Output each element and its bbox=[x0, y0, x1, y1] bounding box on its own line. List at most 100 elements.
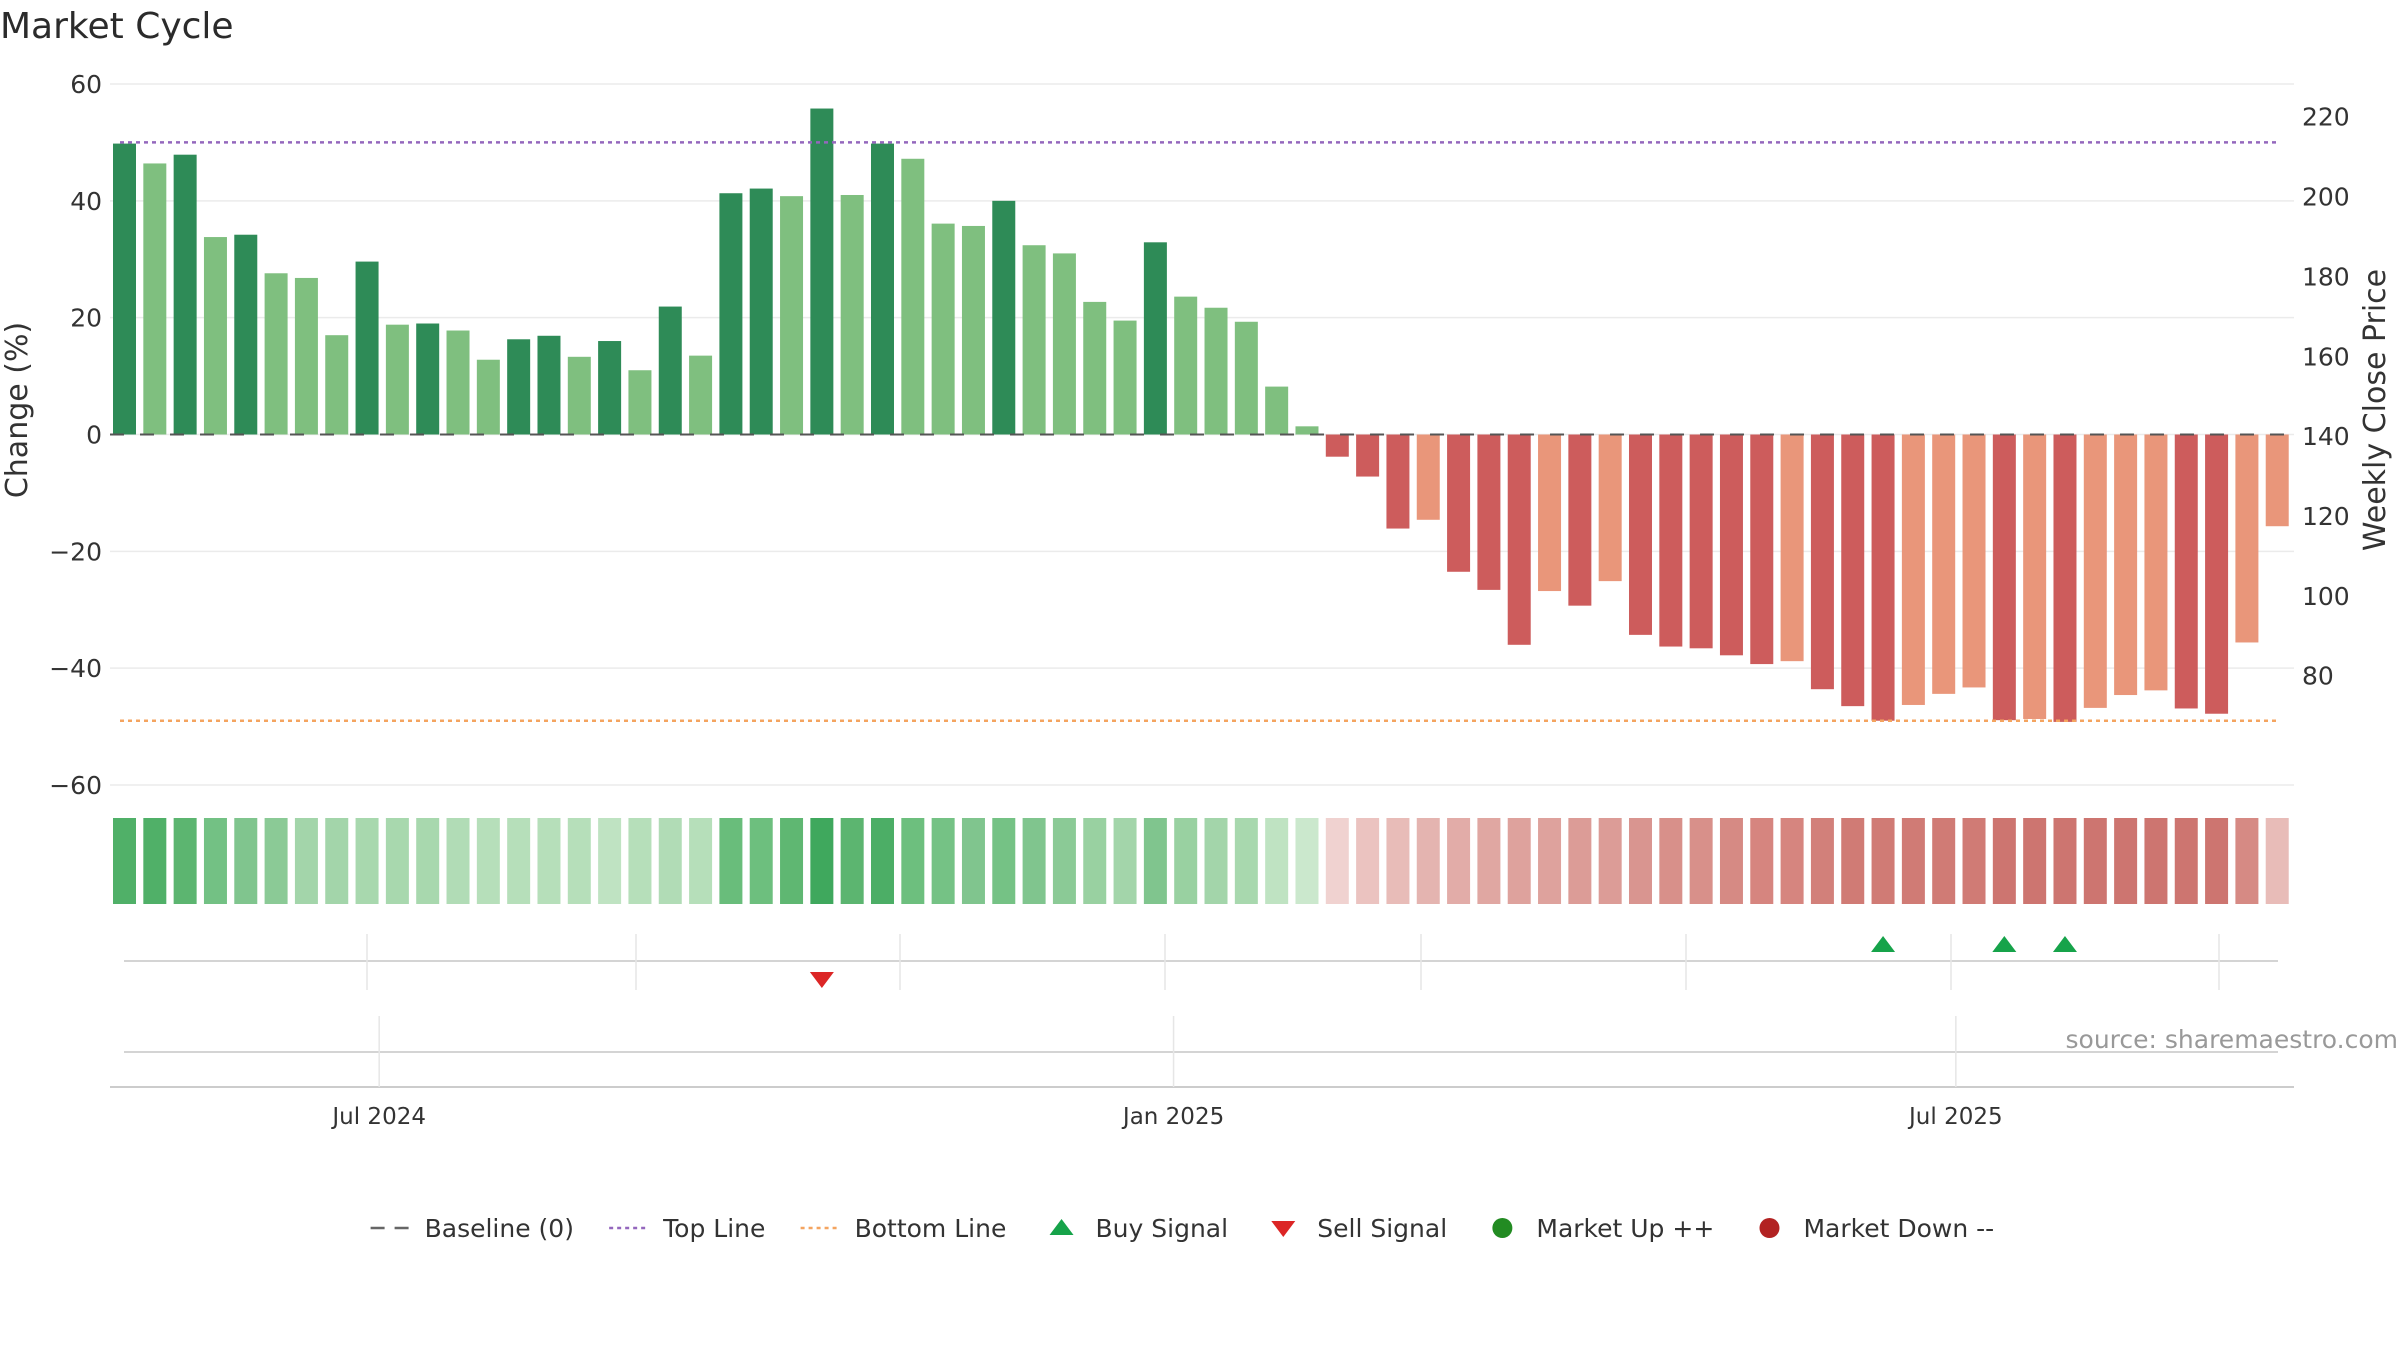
strip-cell bbox=[2114, 818, 2138, 904]
strip-cell bbox=[1083, 818, 1107, 904]
bar bbox=[294, 277, 318, 435]
strip-cell bbox=[931, 818, 955, 904]
strip-cell bbox=[355, 818, 379, 904]
x-tick-label: Jan 2025 bbox=[1121, 1104, 1224, 1130]
strip-cell bbox=[658, 818, 682, 904]
strip-cell bbox=[598, 818, 622, 904]
y-axis-left: 60 40 20 0 −20 −40 −60 bbox=[49, 70, 102, 800]
bar bbox=[992, 200, 1016, 435]
strip-cell bbox=[719, 818, 743, 904]
strip-cell bbox=[1022, 818, 1046, 904]
bar bbox=[840, 194, 864, 435]
bar bbox=[1598, 434, 1622, 582]
bar bbox=[2174, 434, 2198, 709]
strip-cell bbox=[901, 818, 925, 904]
strip-cell bbox=[1841, 818, 1865, 904]
bar bbox=[2083, 434, 2107, 708]
bar bbox=[2265, 434, 2289, 527]
strip-cell bbox=[325, 818, 349, 904]
strip-cell bbox=[628, 818, 652, 904]
strip-cell bbox=[173, 818, 197, 904]
bar bbox=[1780, 434, 1804, 662]
strip-cell bbox=[1659, 818, 1683, 904]
bar bbox=[871, 143, 894, 435]
bar bbox=[1325, 434, 1349, 457]
legend-label: Market Down -- bbox=[1803, 1214, 1994, 1243]
strip-cell bbox=[1719, 818, 1743, 904]
strip-cell bbox=[1143, 818, 1167, 904]
bar bbox=[1538, 434, 1562, 592]
bar bbox=[2235, 434, 2259, 643]
strip-cell bbox=[1265, 818, 1289, 904]
legend-item: Top Line bbox=[609, 1214, 765, 1243]
strip-cell bbox=[143, 818, 167, 904]
strip-cell bbox=[1629, 818, 1652, 904]
strip-cell bbox=[810, 818, 834, 904]
bar bbox=[1719, 434, 1743, 656]
bar bbox=[2114, 434, 2138, 696]
bar bbox=[1083, 301, 1107, 435]
strip-cell bbox=[1356, 818, 1380, 904]
strip-cell bbox=[1962, 818, 1986, 904]
bar bbox=[658, 306, 682, 435]
bar bbox=[598, 341, 622, 435]
bar bbox=[1507, 434, 1531, 645]
bar bbox=[567, 356, 591, 435]
strip-cell bbox=[264, 818, 288, 904]
bar bbox=[1022, 245, 1046, 435]
bar bbox=[2053, 434, 2077, 722]
legend-item: Buy Signal bbox=[1049, 1214, 1229, 1243]
strip-cell bbox=[2083, 818, 2107, 904]
bar bbox=[507, 339, 531, 435]
sell-signal-marker bbox=[809, 972, 834, 988]
legend-item: Sell Signal bbox=[1271, 1214, 1447, 1243]
buy-signal-marker bbox=[2052, 936, 2077, 952]
strip-cell bbox=[1538, 818, 1562, 904]
buy-signal-marker bbox=[1871, 936, 1896, 952]
strip-cell bbox=[1871, 818, 1895, 904]
y2-tick-label: 160 bbox=[2302, 342, 2350, 371]
bar bbox=[355, 261, 379, 435]
legend-item: Bottom Line bbox=[800, 1214, 1007, 1243]
bar bbox=[113, 143, 136, 435]
bars-layer bbox=[113, 108, 2289, 722]
strip-cell bbox=[1295, 818, 1319, 904]
strip-cell bbox=[2265, 818, 2289, 904]
reference-lines bbox=[110, 141, 2294, 722]
strip-cell bbox=[1780, 818, 1804, 904]
y2-tick-label: 200 bbox=[2302, 183, 2350, 212]
strip-cell bbox=[1477, 818, 1501, 904]
bar bbox=[2205, 434, 2229, 714]
strip-cell bbox=[1901, 818, 1925, 904]
y2-tick-label: 80 bbox=[2302, 662, 2334, 691]
bar bbox=[1477, 434, 1501, 590]
bar bbox=[476, 359, 500, 435]
y2-tick-label: 220 bbox=[2302, 103, 2350, 132]
strip-cell bbox=[537, 818, 561, 904]
bar bbox=[1841, 434, 1865, 707]
strip-cell bbox=[1325, 818, 1349, 904]
bar bbox=[1962, 434, 1986, 688]
bar bbox=[1447, 434, 1471, 572]
bar bbox=[1932, 434, 1956, 694]
legend-label: Bottom Line bbox=[855, 1214, 1007, 1243]
strip-cell bbox=[2205, 818, 2229, 904]
y-tick-label: −40 bbox=[49, 654, 102, 683]
bar bbox=[1629, 434, 1652, 635]
bar bbox=[1568, 434, 1592, 606]
bar bbox=[1871, 434, 1895, 721]
bar bbox=[1689, 434, 1713, 649]
strip-cell bbox=[1932, 818, 1956, 904]
legend-label: Buy Signal bbox=[1096, 1214, 1229, 1243]
y2-tick-label: 100 bbox=[2302, 582, 2350, 611]
legend-item: Market Down -- bbox=[1759, 1214, 1994, 1243]
bar bbox=[1174, 296, 1198, 435]
source-credit: source: sharemaestro.com bbox=[2066, 1025, 2399, 1054]
bar bbox=[2023, 434, 2047, 719]
strip-cell bbox=[385, 818, 409, 904]
strip-cell bbox=[1174, 818, 1198, 904]
x-tick-label: Jul 2025 bbox=[1907, 1104, 2003, 1130]
bar bbox=[719, 193, 743, 435]
bar bbox=[1659, 434, 1683, 647]
strip-cell bbox=[2144, 818, 2168, 904]
